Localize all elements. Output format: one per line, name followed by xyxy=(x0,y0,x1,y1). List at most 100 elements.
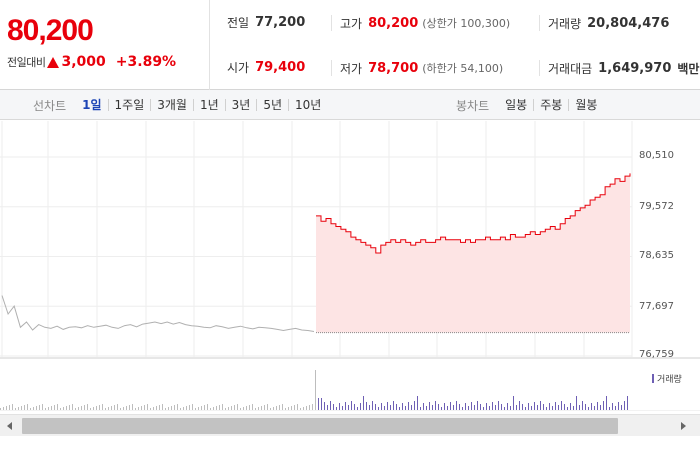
volume-bar xyxy=(462,407,463,410)
volume-bar xyxy=(549,403,550,410)
monthly-candle-button[interactable]: 월봉 xyxy=(575,98,598,112)
prev-close-value: 77,200 xyxy=(255,15,306,30)
volume-bar xyxy=(0,408,1,410)
weekly-candle-button[interactable]: 주봉 xyxy=(534,99,570,111)
period-5y-button[interactable]: 5년 xyxy=(257,99,290,111)
volume-bar xyxy=(609,407,610,410)
daily-candle-button[interactable]: 일봉 xyxy=(499,99,535,111)
period-3y-button[interactable]: 3년 xyxy=(226,99,258,111)
prev-close-field: 전일 77,200 xyxy=(227,0,305,45)
volume-bar xyxy=(174,405,175,410)
change-percent: +3.89% xyxy=(115,54,177,70)
volume-bar xyxy=(525,407,526,410)
trade-value-value: 1,649,970 xyxy=(598,60,672,76)
volume-bar xyxy=(234,405,235,410)
volume-bar xyxy=(441,407,442,410)
volume-bar xyxy=(486,403,487,410)
volume-bar xyxy=(339,403,340,410)
volume-bar xyxy=(552,406,553,410)
volume-bar xyxy=(45,408,46,410)
volume-bar xyxy=(288,407,289,410)
volume-bar xyxy=(54,405,55,410)
volume-bar xyxy=(393,401,394,410)
volume-bar xyxy=(219,405,220,410)
volume-bar xyxy=(372,401,373,410)
volume-bar xyxy=(117,404,118,410)
volume-bar xyxy=(102,404,103,410)
volume-bar xyxy=(183,407,184,410)
volume-bar xyxy=(111,406,112,410)
volume-bar xyxy=(285,408,286,410)
volume-bar xyxy=(108,407,109,410)
volume-bar xyxy=(168,407,169,410)
volume-legend: 거래량 xyxy=(652,372,682,385)
volume-bar xyxy=(186,406,187,410)
volume-bar xyxy=(201,406,202,410)
volume-bar xyxy=(612,403,613,410)
volume-bar xyxy=(369,405,370,410)
volume-bar xyxy=(36,406,37,410)
volume-bar xyxy=(459,404,460,410)
volume-bar xyxy=(81,406,82,410)
volume-bar xyxy=(543,404,544,410)
period-10y-button[interactable]: 10년 xyxy=(295,98,322,112)
volume-bar xyxy=(264,405,265,410)
open-label: 시가 xyxy=(227,61,250,75)
low-value: 78,700 xyxy=(368,60,419,76)
y-tick-label: 77,697 xyxy=(639,301,674,312)
volume-bar xyxy=(207,404,208,410)
volume-bar xyxy=(189,405,190,410)
volume-bar xyxy=(276,406,277,410)
volume-bar xyxy=(414,401,415,410)
change-label: 전일대비 xyxy=(7,56,46,69)
volume-bar xyxy=(60,408,61,410)
volume-bar xyxy=(6,406,7,410)
line-chart-label: 선차트 xyxy=(33,98,67,113)
volume-bar xyxy=(531,406,532,410)
volume-bar xyxy=(249,405,250,410)
volume-bar xyxy=(378,407,379,410)
volume-bar xyxy=(72,404,73,410)
prev-close-label: 전일 xyxy=(227,16,250,30)
volume-bar xyxy=(438,404,439,410)
volume-bar xyxy=(129,405,130,410)
volume-bar xyxy=(33,407,34,410)
period-1d-button[interactable]: 1일 xyxy=(76,99,109,111)
volume-bar xyxy=(456,401,457,410)
chart-scrollbar[interactable] xyxy=(0,414,700,436)
line-chart-group: 선차트 1일 1주일 3개월 1년 3년 5년 10년 xyxy=(33,90,327,120)
volume-bar xyxy=(561,401,562,410)
volume-bar xyxy=(342,406,343,410)
volume-bar xyxy=(255,408,256,410)
volume-bar xyxy=(453,405,454,410)
volume-bar xyxy=(162,404,163,410)
volume-bar xyxy=(150,408,151,410)
volume-bar xyxy=(306,406,307,410)
period-3m-button[interactable]: 3개월 xyxy=(151,99,194,111)
scroll-right-button[interactable] xyxy=(676,419,690,433)
volume-bar xyxy=(27,404,28,410)
scroll-thumb[interactable] xyxy=(22,418,618,434)
volume-value: 20,804,476 xyxy=(587,15,670,31)
volume-bar xyxy=(624,401,625,410)
volume-bar xyxy=(501,404,502,410)
volume-bar xyxy=(96,406,97,410)
period-1y-button[interactable]: 1년 xyxy=(194,99,226,111)
volume-bar xyxy=(261,406,262,410)
high-value: 80,200 xyxy=(368,15,419,31)
volume-bar xyxy=(606,396,607,410)
volume-bar xyxy=(603,401,604,410)
y-tick-label: 78,635 xyxy=(639,250,674,261)
price-chart[interactable]: 80,510 79,572 78,635 77,697 76,759 xyxy=(0,121,700,411)
scroll-left-button[interactable] xyxy=(2,419,16,433)
volume-bar xyxy=(153,407,154,410)
volume-bar xyxy=(84,405,85,410)
volume-bar xyxy=(351,401,352,410)
volume-bar xyxy=(510,406,511,410)
volume-bar xyxy=(18,407,19,410)
period-1w-button[interactable]: 1주일 xyxy=(109,99,152,111)
volume-bar xyxy=(519,401,520,410)
volume-bar xyxy=(594,406,595,410)
volume-bar xyxy=(564,404,565,410)
volume-bar xyxy=(69,405,70,410)
